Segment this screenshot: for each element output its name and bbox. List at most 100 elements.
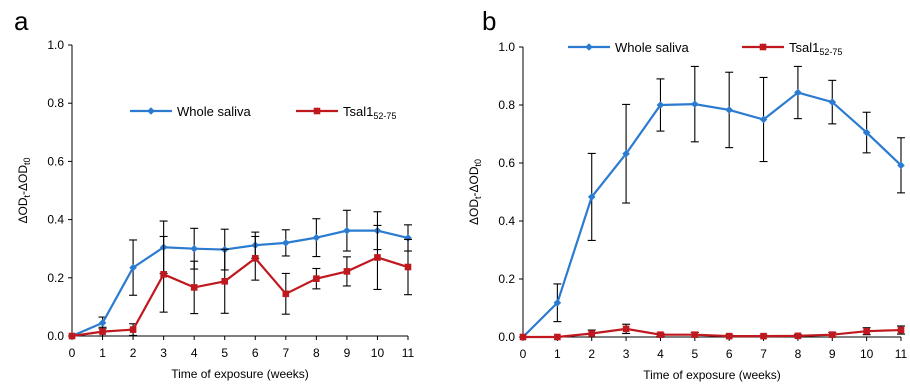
y-axis-title: ΔODt-ΔODt0 [467,159,483,225]
data-point [282,239,290,247]
series-line [71,229,409,338]
series-whole-saliva [68,209,412,340]
data-point [897,161,905,170]
data-point [828,331,836,338]
data-point [553,298,562,307]
data-point [404,263,412,271]
x-tick-label: 1 [554,347,561,361]
legend-item: Whole saliva [130,104,251,119]
data-point [129,263,137,272]
data-point [622,325,630,333]
x-tick-label: 2 [588,347,595,361]
y-tick-label: 0.4 [47,213,64,227]
y-tick-label: 0.8 [498,98,515,112]
data-point [760,332,767,340]
x-tick-label: 8 [313,346,320,360]
data-point [98,319,107,327]
data-point [312,233,321,242]
series-line [523,327,902,339]
data-point [374,254,381,261]
data-point [656,101,665,109]
x-tick-label: 5 [221,346,228,360]
legend-item: Tsal152-75 [296,104,396,121]
legend-item: Tsal152-75 [742,40,842,57]
data-point [221,277,229,285]
x-tick-label: 9 [829,347,836,361]
y-tick-label: 0.2 [47,271,64,285]
legend-marker [759,43,767,51]
x-tick-label: 3 [623,347,630,361]
x-tick-label: 6 [726,347,733,361]
y-tick-label: 0.0 [47,329,64,343]
y-tick-label: 0.2 [498,272,515,286]
panel-letter: b [482,6,496,36]
data-point [691,100,699,108]
x-tick-label: 10 [860,347,874,361]
data-point [657,331,664,338]
data-point [282,290,290,298]
y-axis-title: ΔODt-ΔODt0 [16,157,32,223]
data-point [863,327,870,335]
y-tick-label: 1.0 [498,40,515,54]
legend-label: Tsal152-75 [343,104,396,121]
y-tick-label: 0.4 [498,214,515,228]
legend-marker [585,43,593,51]
x-tick-label: 0 [69,346,76,360]
data-point [129,326,137,333]
data-point [725,332,733,340]
x-axis-title: Time of exposure (weeks) [643,368,781,382]
x-axis-title: Time of exposure (weeks) [171,367,309,381]
panel-b: b 0.0 0.2 0.4 0.6 0.8 1.0 0 1 2 3 4 5 6 7 8 9 10 11 Time of… [467,6,908,382]
legend-item: Whole saliva [568,40,689,55]
series-tsal1 [519,323,905,341]
data-point [759,115,768,124]
data-point [862,128,871,137]
data-point [828,98,837,106]
data-point [587,193,596,201]
x-tick-label: 0 [520,347,527,361]
x-tick-label: 4 [191,346,198,360]
data-point [190,284,198,291]
data-point [68,332,76,340]
legend-label: Whole saliva [177,104,251,119]
x-tick-label: 1 [99,346,106,360]
data-point [794,88,802,97]
data-point [343,226,351,235]
data-point [343,268,351,275]
x-tick-label: 10 [371,346,385,360]
legend-label: Tsal152-75 [789,40,842,57]
x-tick-label: 9 [344,346,351,360]
data-point [897,326,905,334]
x-tick-label: 11 [895,347,908,361]
series-whole-saliva [519,65,905,341]
y-tick-label: 1.0 [47,38,64,52]
y-tick-label: 0.6 [498,156,515,170]
data-point [190,244,198,253]
legend-label: Whole saliva [615,40,689,55]
panel-a: a 0.0 0.2 0.4 0.6 0.8 1.0 0 1 2 3 4 5 6 7 8 9 10 11 Time of… [14,6,415,381]
data-point [691,331,699,338]
legend-marker [313,107,321,115]
data-point [313,275,320,282]
data-point [160,271,167,278]
legend-marker [147,107,155,115]
series-line [522,91,902,338]
x-tick-label: 3 [160,346,167,360]
data-point [554,333,561,341]
x-tick-label: 11 [402,346,415,360]
y-tick-label: 0.6 [47,154,64,168]
x-tick-label: 7 [760,347,767,361]
y-tick-label: 0.8 [47,96,64,110]
y-tick-label: 0.0 [498,330,515,344]
x-tick-label: 6 [252,346,259,360]
series-line [71,256,409,338]
data-point [251,255,259,262]
x-tick-label: 7 [282,346,289,360]
data-point [622,149,630,158]
data-point [794,332,802,340]
x-tick-label: 5 [691,347,698,361]
x-tick-label: 8 [795,347,802,361]
data-point [519,333,527,341]
